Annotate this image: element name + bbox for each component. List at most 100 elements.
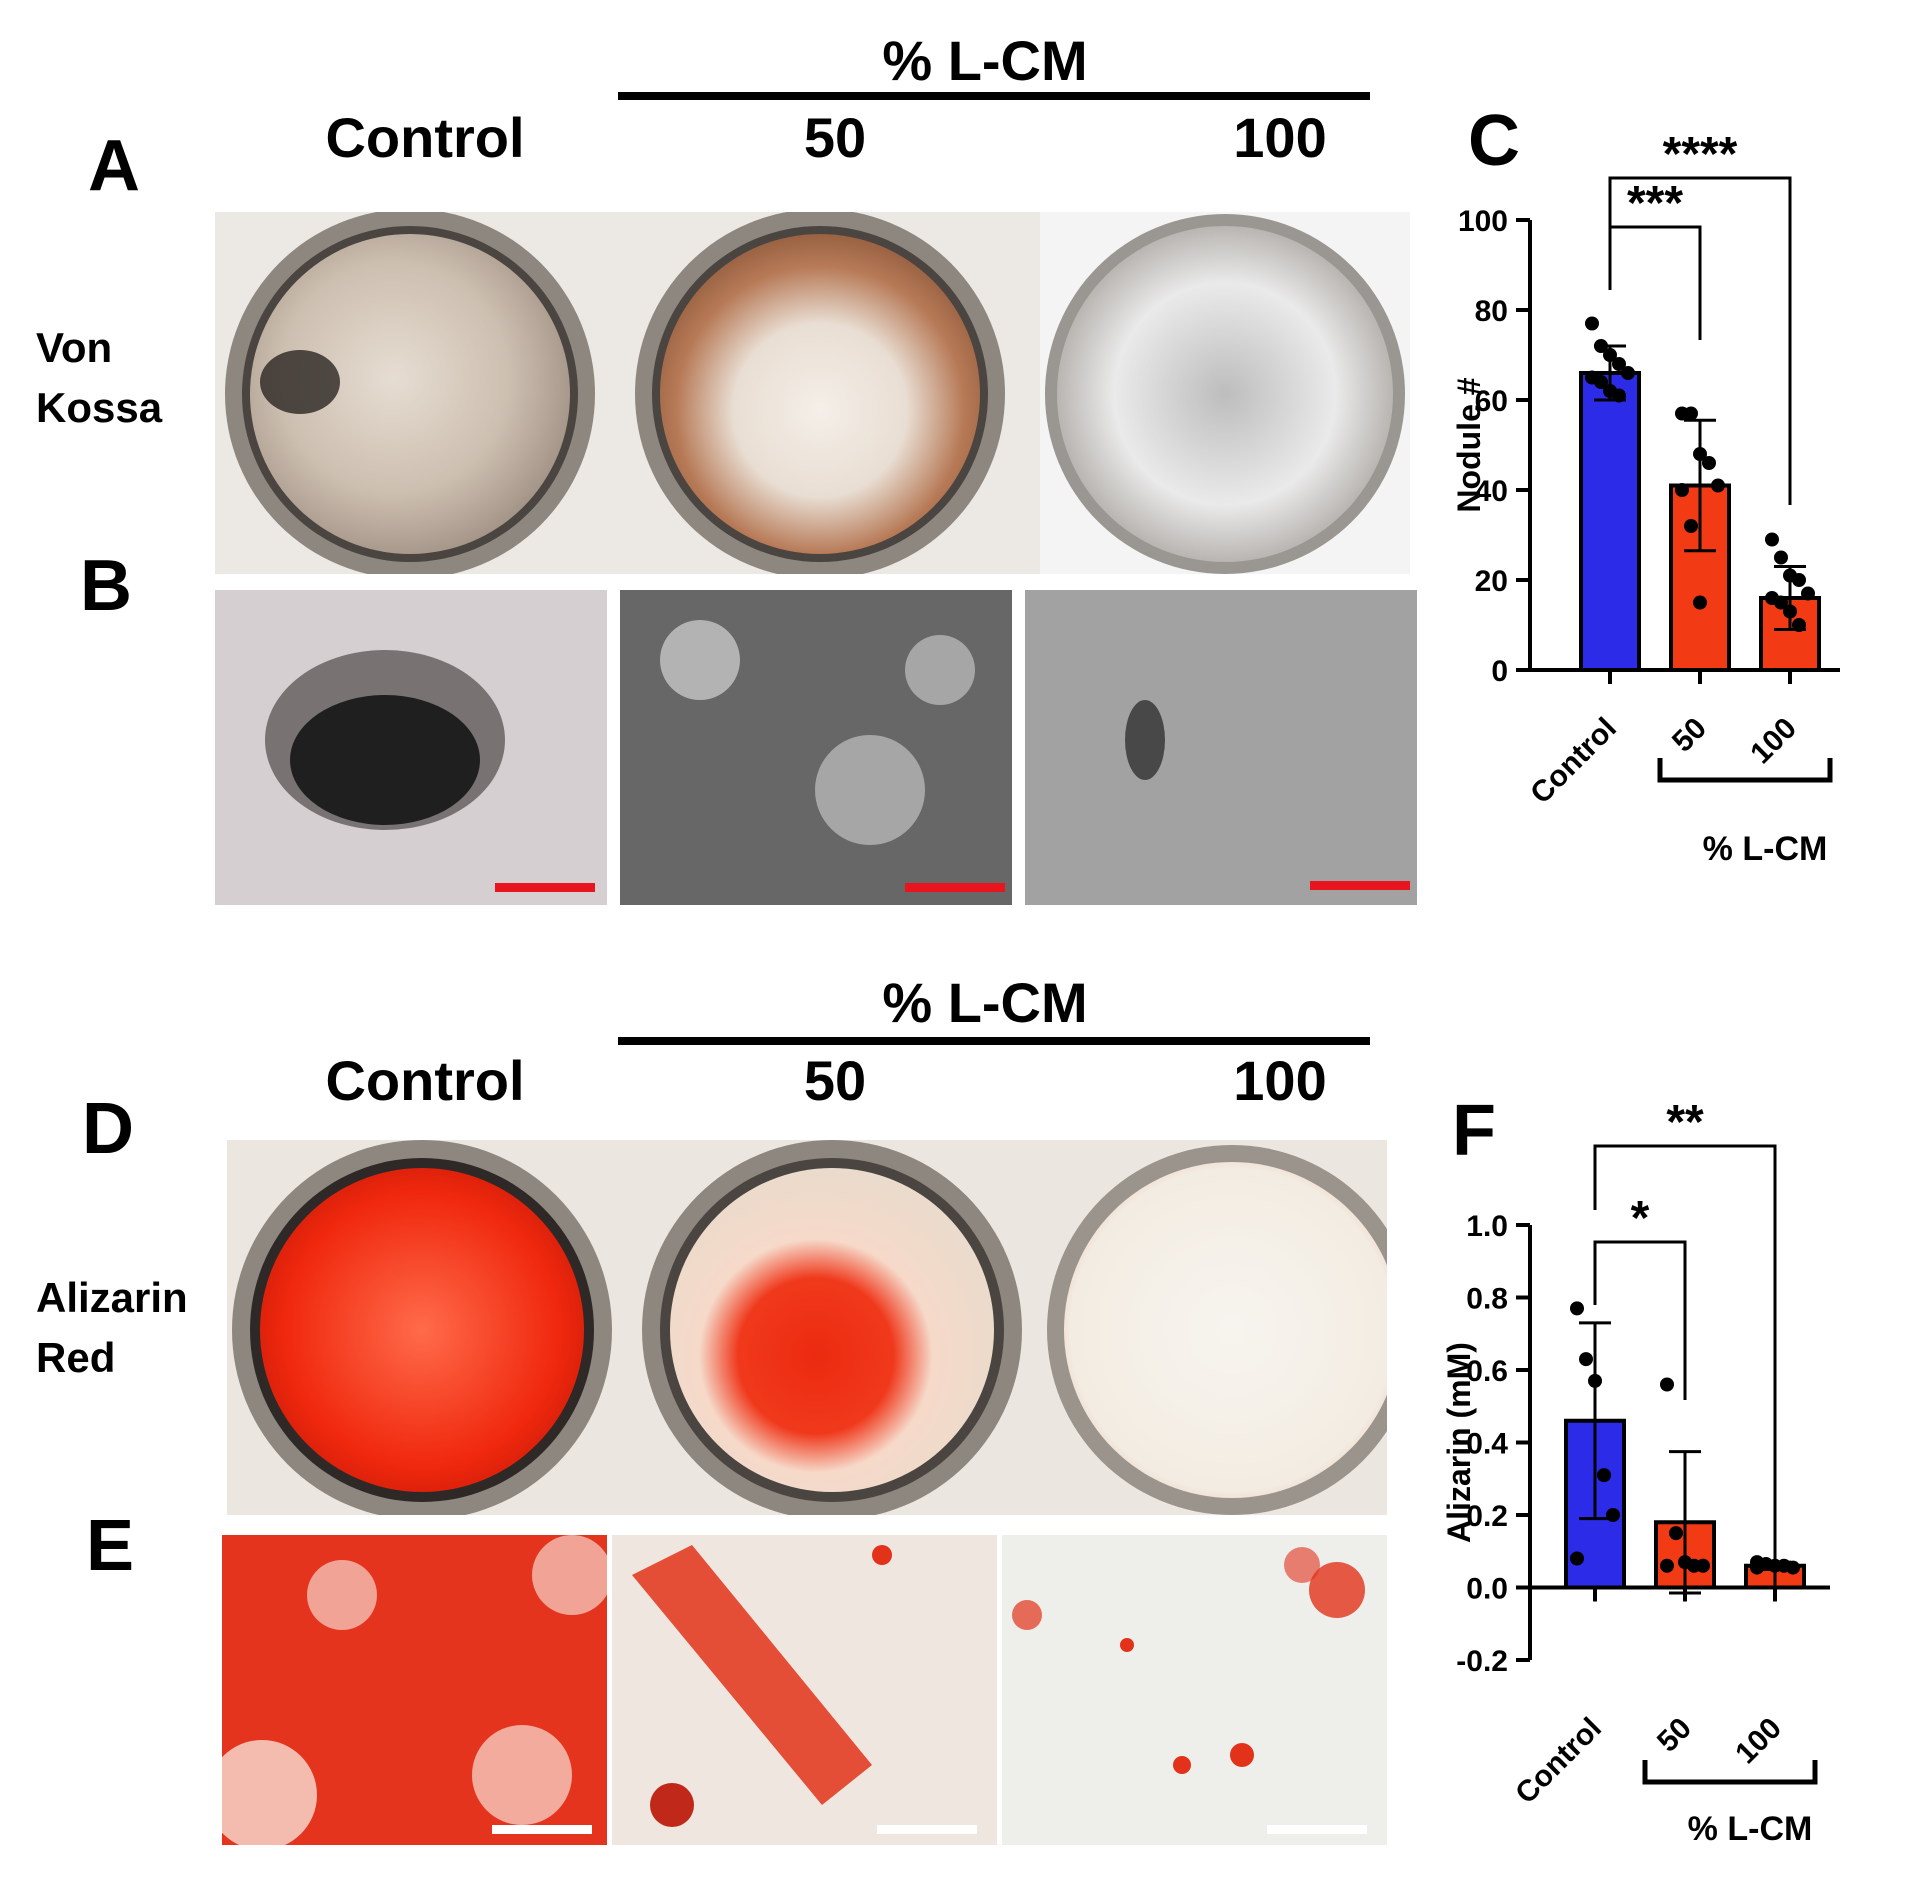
- bar-control: [1579, 371, 1641, 672]
- x-tick-label: Control: [1509, 1712, 1608, 1811]
- data-point: [1597, 1468, 1611, 1483]
- top-group-label: % L-CM: [882, 29, 1088, 92]
- x-tick-label: 100: [1729, 1712, 1788, 1771]
- data-point: [1570, 1301, 1584, 1316]
- y-tick-label: 0.8: [1466, 1283, 1508, 1316]
- micrograph-texture: [222, 1535, 607, 1845]
- data-point: [1750, 1560, 1764, 1575]
- von-kossa-well-plate-photo: [215, 212, 1410, 574]
- data-point: [1693, 595, 1707, 610]
- micrograph-texture: [215, 590, 607, 905]
- panel-label-e: E: [86, 1506, 135, 1586]
- y-tick-label: 40: [1475, 475, 1508, 508]
- significance-label: *: [1631, 1192, 1650, 1245]
- data-point: [1669, 1526, 1683, 1541]
- von-kossa-micrograph-50: [620, 590, 1012, 905]
- bottom-col-50: 50: [803, 1049, 867, 1112]
- data-point: [1702, 456, 1716, 470]
- data-point: [1696, 1558, 1710, 1573]
- x-tick-label: 50: [1651, 1712, 1698, 1759]
- well-plate-illustration: [215, 212, 1410, 574]
- y-tick-label: 80: [1475, 295, 1508, 328]
- significance-bracket: [1608, 225, 1702, 340]
- data-point: [1774, 550, 1788, 565]
- x-group-label: % L-CM: [1688, 1810, 1813, 1848]
- panel-label-b: B: [80, 546, 132, 626]
- data-point: [1765, 532, 1779, 547]
- data-point: [1585, 316, 1599, 331]
- data-point: [1594, 375, 1608, 389]
- alizarin-micrograph-100: [1002, 1535, 1387, 1845]
- scale-bar: [495, 883, 595, 892]
- data-point: [1693, 447, 1707, 461]
- panel-label-a: A: [88, 126, 140, 206]
- significance-label: ****: [1663, 130, 1738, 181]
- x-tick-label: 100: [1744, 712, 1803, 771]
- data-point: [1684, 406, 1698, 421]
- data-point: [1612, 357, 1626, 371]
- y-tick-label: 0.6: [1466, 1355, 1508, 1388]
- von-kossa-micrograph-control: [215, 590, 607, 905]
- micrograph-texture: [612, 1535, 997, 1845]
- alizarin-micrograph-50: [612, 1535, 997, 1845]
- data-point: [1801, 586, 1815, 601]
- significance-label: **: [1666, 1096, 1704, 1149]
- von-kossa-micrograph-100: [1025, 590, 1417, 905]
- data-point: [1786, 1560, 1800, 1575]
- alizarin-well-plate-photo: [227, 1140, 1387, 1515]
- bottom-col-control: Control: [325, 1049, 525, 1112]
- scale-bar: [1310, 881, 1410, 890]
- data-point: [1774, 595, 1788, 610]
- top-col-control: Control: [325, 106, 525, 169]
- bottom-group-label: % L-CM: [882, 971, 1088, 1034]
- significance-label: ***: [1627, 177, 1683, 230]
- row-label-line2: Kossa: [36, 384, 163, 431]
- significance-bracket: [1608, 176, 1792, 505]
- data-point: [1579, 1352, 1593, 1367]
- row-label-line1: Von: [36, 324, 113, 371]
- y-tick-label: 0: [1491, 655, 1508, 688]
- y-tick-label: 0.2: [1466, 1500, 1508, 1533]
- data-point: [1588, 1373, 1602, 1388]
- scale-bar: [492, 1825, 592, 1834]
- row-label-line2: Red: [36, 1334, 116, 1381]
- y-tick-label: 1.0: [1466, 1210, 1508, 1243]
- row-label-von-kossa: Von Kossa: [36, 318, 162, 438]
- panel-label-f: F: [1452, 1091, 1496, 1171]
- bottom-col-100: 100: [1233, 1049, 1327, 1112]
- data-point: [1594, 339, 1608, 353]
- y-tick-label: 0.4: [1466, 1428, 1508, 1461]
- chart-f-alizarin: -0.2 0.0 0.2 0.4 0.6 0.8 1.0 Alizarin (mM) Contr…: [1441, 1096, 1830, 1848]
- top-group-line: [618, 92, 1370, 100]
- significance-bracket: [1593, 1144, 1777, 1600]
- data-point: [1711, 478, 1725, 493]
- y-axis-label: Nodule #: [1451, 377, 1487, 512]
- data-point: [1570, 1551, 1584, 1566]
- y-tick-label: 100: [1458, 205, 1508, 238]
- scale-bar: [1267, 1825, 1367, 1834]
- data-point: [1783, 604, 1797, 619]
- data-point: [1603, 348, 1617, 362]
- top-col-100: 100: [1233, 106, 1327, 169]
- scale-bar: [905, 883, 1005, 892]
- well-plate-illustration: [227, 1140, 1387, 1515]
- significance-bracket: [1593, 1240, 1687, 1400]
- micrograph-texture: [1025, 590, 1417, 905]
- data-point: [1792, 618, 1806, 632]
- x-group-label: % L-CM: [1703, 830, 1828, 868]
- y-tick-label: 0.0: [1466, 1573, 1508, 1606]
- y-axis-label: Alizarin (mM): [1441, 1342, 1477, 1543]
- micrograph-texture: [1002, 1535, 1387, 1845]
- data-point: [1792, 573, 1806, 587]
- scale-bar: [877, 1825, 977, 1834]
- group-bracket: [1642, 1760, 1818, 1785]
- row-label-alizarin-red: Alizarin Red: [36, 1268, 188, 1388]
- alizarin-micrograph-control: [222, 1535, 607, 1845]
- y-tick-label: 60: [1475, 385, 1508, 418]
- data-point: [1606, 1508, 1620, 1522]
- group-bracket: [1657, 758, 1833, 783]
- data-point: [1660, 1377, 1674, 1392]
- row-label-line1: Alizarin: [36, 1274, 188, 1321]
- data-point: [1675, 483, 1689, 497]
- x-tick-label: 50: [1666, 712, 1713, 759]
